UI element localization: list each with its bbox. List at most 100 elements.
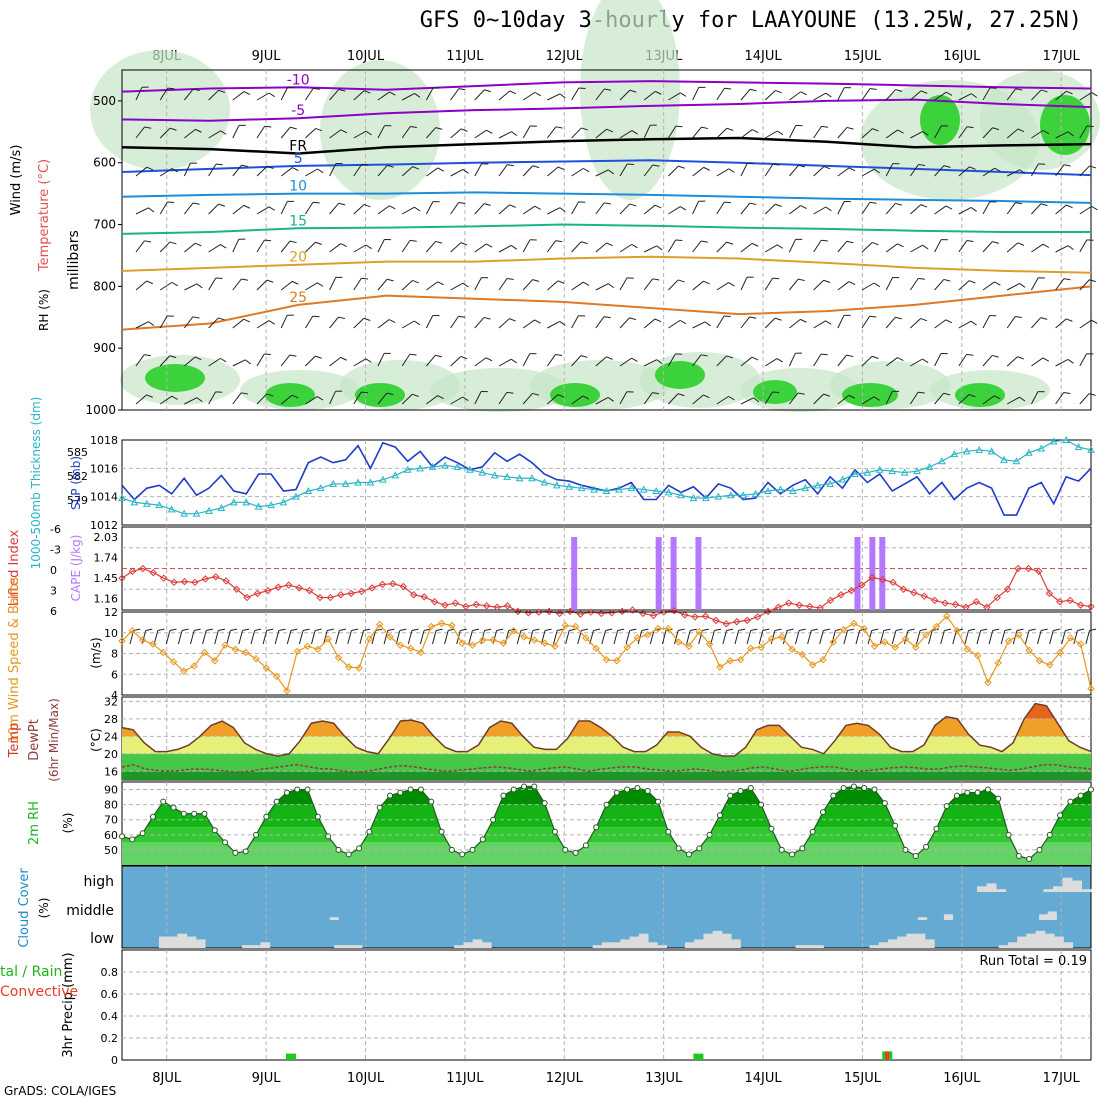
upper-wind-barb (764, 163, 780, 177)
upper-wind-barb (1055, 392, 1071, 405)
wind10-speed-marker (664, 624, 673, 633)
wind10-barb (1037, 628, 1048, 645)
upper-wind-barb (813, 353, 828, 367)
upper-wind-barb (305, 282, 324, 291)
wind10-speed-marker (953, 626, 961, 635)
thickness-marker (279, 498, 288, 506)
thickness-marker (689, 494, 698, 502)
rh2m-marker (1077, 792, 1084, 799)
rh2m-marker (119, 833, 125, 840)
upper-wind-barb (280, 394, 299, 405)
upper-wind-barb (401, 92, 421, 101)
thickness-marker (180, 509, 188, 517)
thickness-marker (1062, 435, 1070, 443)
cloud-low-bar (869, 945, 880, 948)
wind10-speed-marker (561, 621, 569, 630)
thickness-marker (950, 450, 959, 458)
upper-wind-barb (1055, 90, 1073, 101)
upper-wind-barb (329, 202, 346, 215)
upper-wind-barb (1030, 163, 1046, 177)
upper-wind-barb (1079, 205, 1098, 215)
cloud-low-bar (721, 933, 732, 948)
upper-wind-barb (692, 321, 711, 329)
rh2m-marker (335, 846, 342, 853)
upper-wind-barb (813, 279, 831, 291)
wind10-speed-marker (829, 638, 837, 646)
upper-wind-barb (861, 128, 879, 139)
upper-wind-barb (305, 127, 323, 139)
lifted-index-marker (972, 597, 981, 606)
date-tick-label-bottom: 12JUL (546, 1071, 584, 1086)
upper-wind-barb (764, 391, 780, 405)
thickness-marker (764, 486, 772, 494)
wind10-barb (516, 628, 528, 645)
wind10-speed-marker (417, 648, 425, 657)
upper-wind-barb (498, 204, 516, 215)
lifted-index-marker (712, 616, 720, 625)
lifted-index-marker (503, 602, 512, 610)
cloud-low-label: low (90, 931, 114, 947)
rh2m-marker (1088, 786, 1094, 793)
upper-wind-barb (208, 357, 227, 367)
upper-wind-barb (159, 281, 178, 291)
cloud-unit-label: (%) (37, 898, 51, 919)
upper-wind-barb (232, 278, 249, 291)
upper-wind-barb (329, 276, 343, 291)
thickness-marker (341, 479, 350, 487)
upper-wind-barb (184, 397, 203, 405)
upper-wind-barb (934, 392, 951, 405)
upper-wind-barb (304, 315, 320, 329)
upper-wind-barb (571, 315, 586, 329)
lifted-index-marker (920, 592, 928, 600)
upper-wind-barb (547, 166, 565, 177)
wind10-barb (323, 628, 334, 645)
lifted-index-marker (212, 573, 220, 581)
upper-wind-barb (1006, 242, 1025, 253)
slp-line (121, 441, 1092, 516)
upper-wind-barb (425, 201, 440, 215)
upper-wind-barb (547, 280, 565, 291)
rh2m-marker (1067, 798, 1074, 805)
lifted-index-marker (1024, 564, 1033, 573)
wind10-speed-marker (479, 636, 487, 644)
upper-wind-barb (522, 279, 540, 291)
thickness-marker (403, 465, 412, 473)
cloud-low-bar (629, 936, 640, 948)
precip-tick-label: 0.4 (101, 1010, 119, 1023)
cloud-high-bar (986, 883, 997, 892)
thickness-marker (254, 502, 263, 510)
upper-wind-barb (474, 277, 489, 291)
rh2m-marker (459, 851, 466, 858)
cape-bar (571, 537, 578, 610)
wind10-speed-marker (540, 639, 549, 647)
upper-wind-barb (619, 163, 634, 177)
lifted-index-marker (180, 577, 189, 586)
upper-wind-barb (377, 352, 391, 367)
lifted-index-marker (785, 599, 793, 607)
upper-wind-barb (377, 319, 396, 329)
wind10-tick-label: 8 (111, 648, 118, 661)
wind10-speed-marker (798, 650, 807, 659)
thickness-marker (503, 472, 511, 480)
wind10-speed-marker (262, 664, 271, 672)
upper-wind-barb (813, 239, 828, 253)
thickness-marker (739, 491, 747, 499)
thickness-marker (602, 486, 611, 494)
wind10-barb (1085, 628, 1097, 645)
lifted-index-marker (889, 578, 897, 587)
rh2m-marker (871, 786, 878, 793)
upper-wind-barb (474, 203, 491, 215)
date-tick-label-top: 15JUL (844, 49, 882, 64)
thickness-marker (304, 486, 313, 494)
lifted-tick-label: 0 (50, 564, 57, 577)
wind10-speed-marker (211, 657, 219, 665)
upper-wind-barb (813, 320, 832, 329)
precip-tick-label: 0.8 (101, 966, 119, 979)
thickness-marker (490, 471, 499, 479)
upper-wind-barb (716, 87, 732, 101)
upper-wind-barb (184, 128, 202, 139)
upper-wind-barb (135, 166, 154, 177)
wind10-speed-marker (881, 638, 889, 646)
wind10-axis-label: 10m Wind Speed & Barbs (7, 577, 22, 744)
upper-wind-barb (571, 87, 586, 101)
